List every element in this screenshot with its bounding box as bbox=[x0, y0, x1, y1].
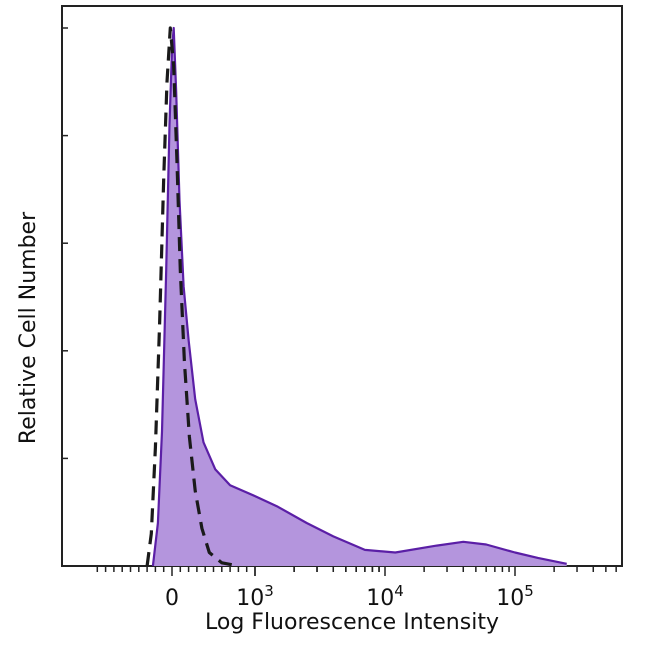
y-axis-ticks bbox=[62, 27, 68, 460]
x-tick-label: 0 bbox=[165, 586, 179, 611]
x-tick-label: 103 bbox=[236, 582, 274, 611]
series-dashed-line bbox=[145, 26, 239, 568]
x-tick-label: 104 bbox=[366, 582, 404, 611]
series-filled-outline bbox=[151, 26, 567, 567]
x-tick-label: 105 bbox=[496, 582, 534, 611]
x-axis-tick-labels: 0 103 104 105 bbox=[165, 582, 534, 611]
series-filled-area bbox=[152, 28, 567, 566]
y-axis-label: Relative Cell Number bbox=[16, 211, 41, 444]
x-axis-ticks bbox=[96, 566, 617, 576]
plot-frame bbox=[61, 5, 623, 567]
x-axis-label: Log Fluorescence Intensity bbox=[205, 610, 499, 635]
series-layer bbox=[145, 26, 567, 568]
